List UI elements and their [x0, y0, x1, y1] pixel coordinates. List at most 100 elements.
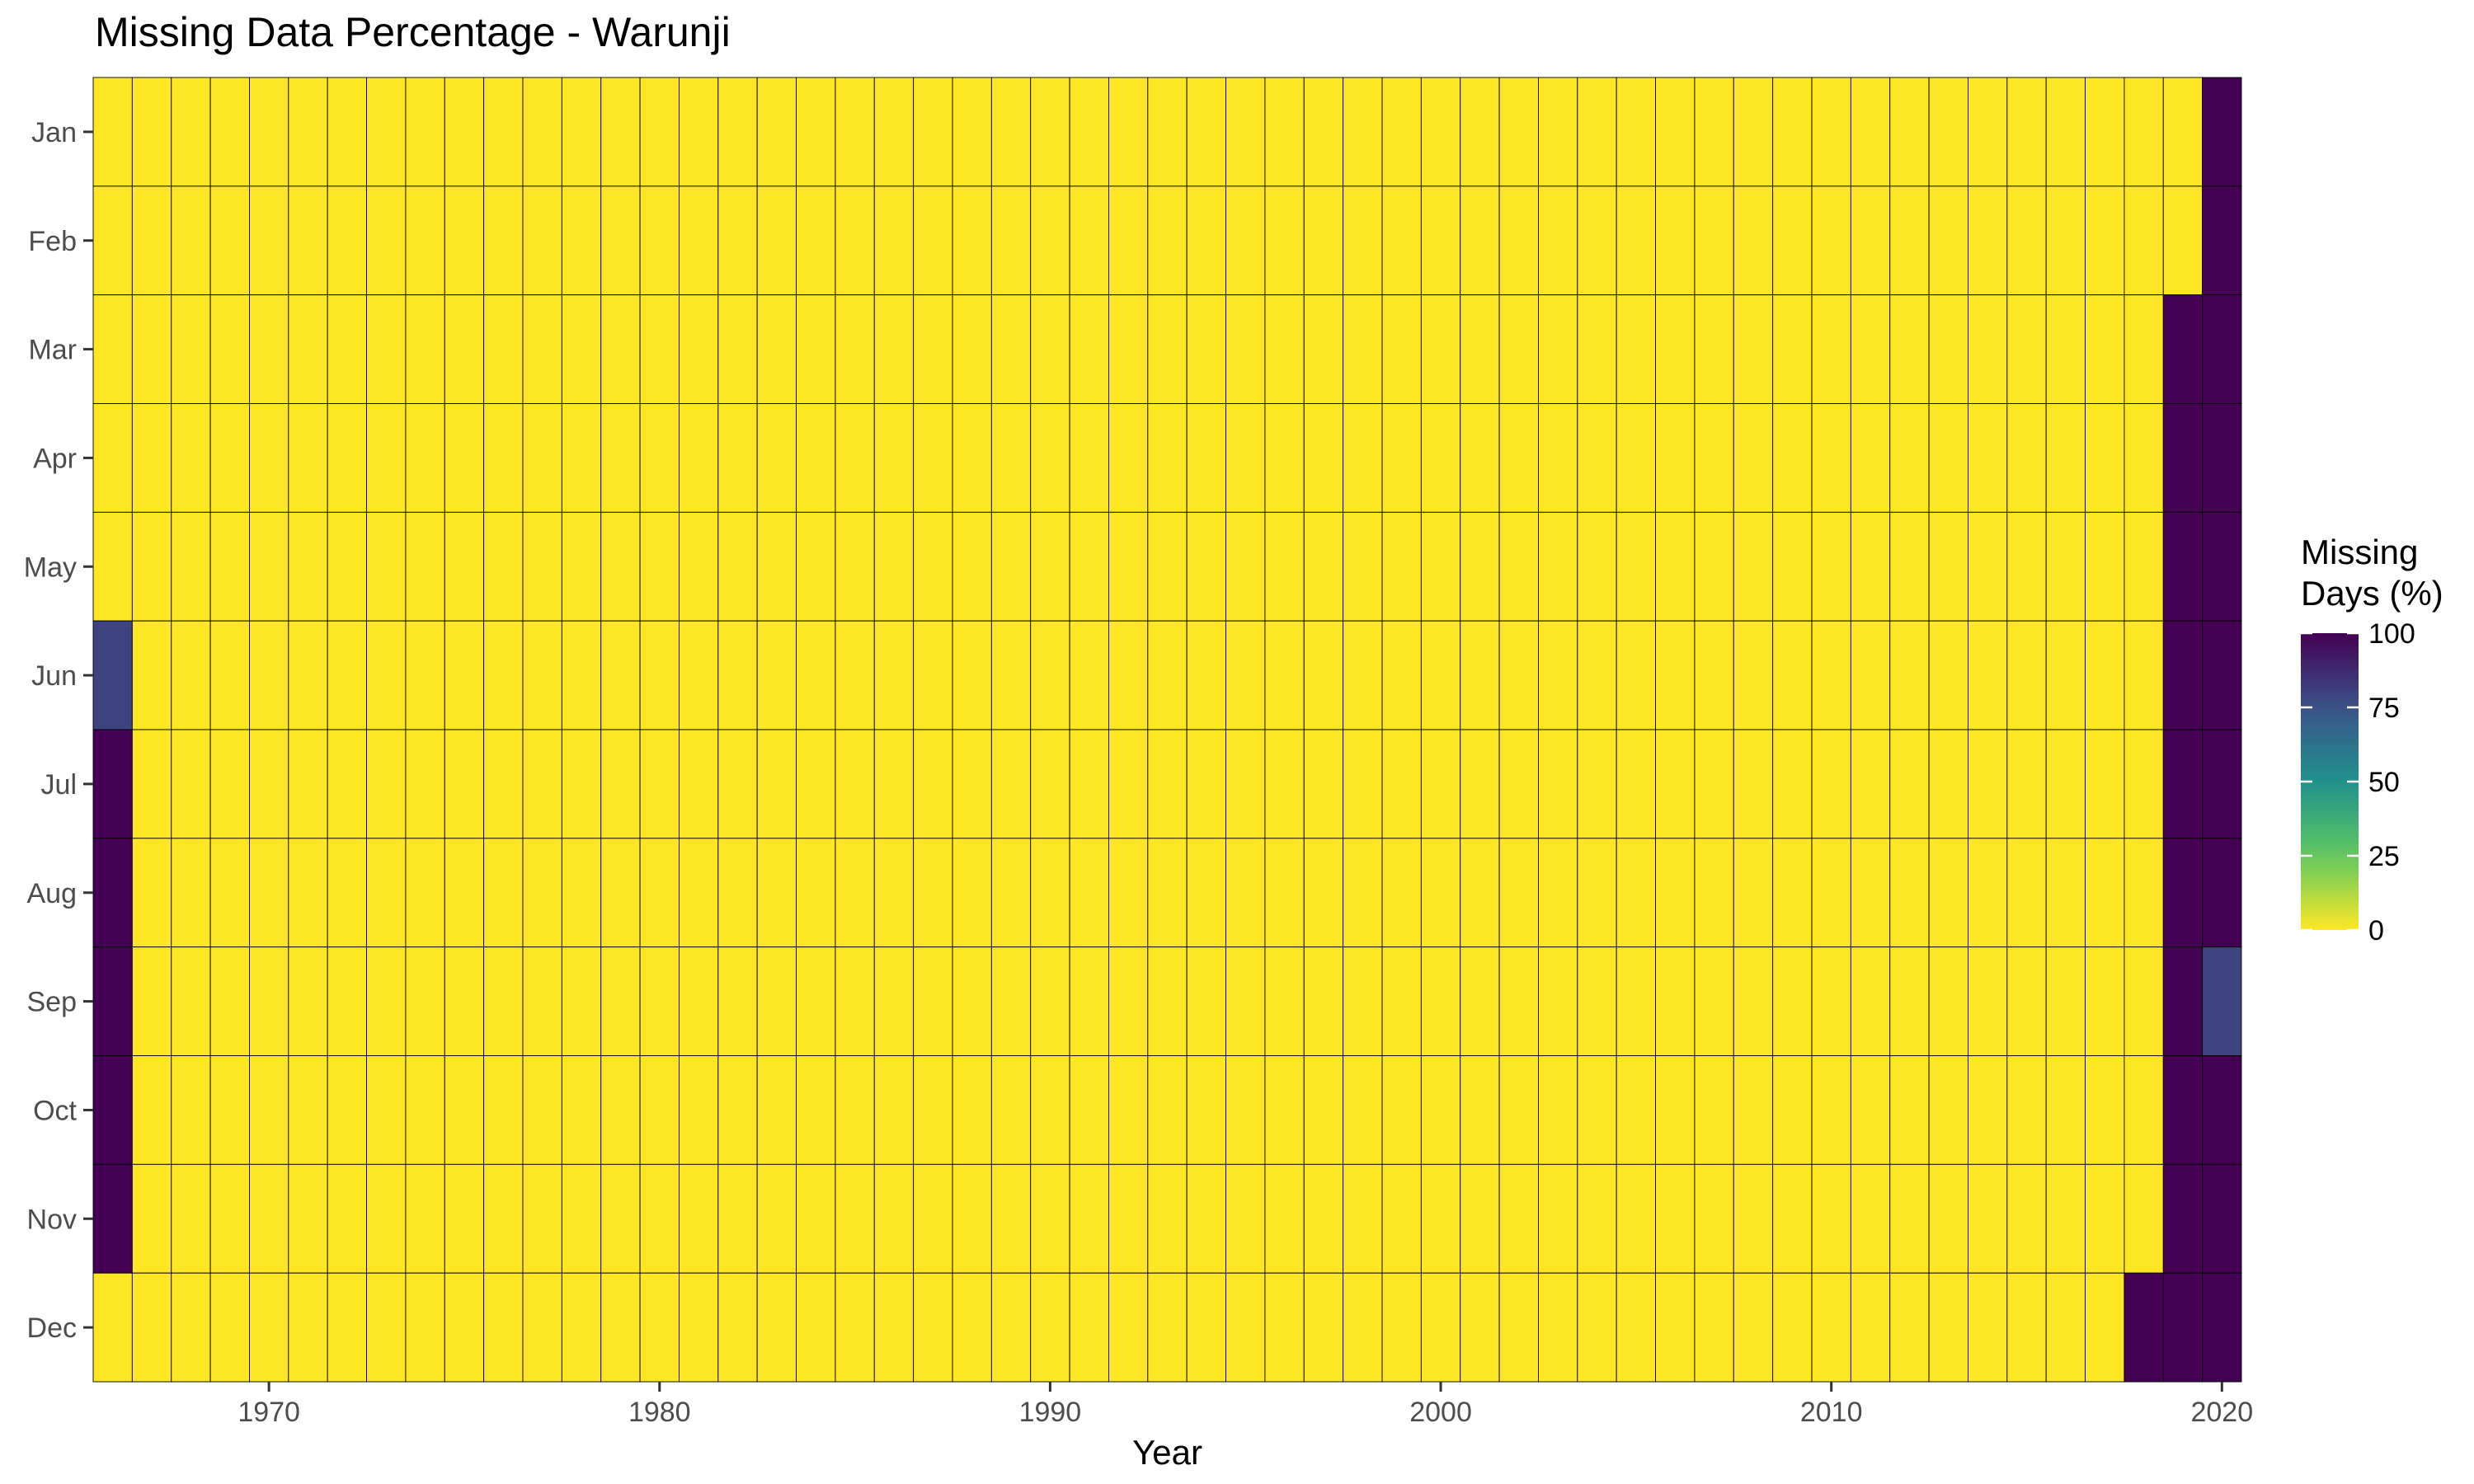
heatmap-cell: [444, 1163, 485, 1274]
heatmap-cell: [1850, 838, 1891, 948]
heatmap-cell: [444, 729, 485, 839]
heatmap-cell: [1108, 1055, 1149, 1165]
heatmap-cell: [1694, 403, 1734, 513]
heatmap-cell: [1186, 946, 1226, 1056]
heatmap-cell: [1811, 1055, 1851, 1165]
heatmap-cell: [1225, 1055, 1266, 1165]
heatmap-cell: [405, 1055, 445, 1165]
heatmap-cell: [561, 77, 602, 187]
heatmap-cell: [561, 1055, 602, 1165]
heatmap-cell: [1577, 1055, 1617, 1165]
heatmap-cell: [1811, 77, 1851, 187]
heatmap-cell: [1498, 620, 1539, 730]
heatmap-cell: [92, 294, 133, 404]
heatmap-cell: [1655, 294, 1696, 404]
heatmap-cell: [561, 511, 602, 622]
heatmap-cell: [249, 511, 289, 622]
heatmap-cell: [1069, 729, 1109, 839]
heatmap-cell: [639, 620, 680, 730]
heatmap-cell: [600, 1163, 641, 1274]
heatmap-cell: [288, 403, 328, 513]
heatmap-cell: [913, 1272, 953, 1383]
heatmap-cell: [1460, 1272, 1500, 1383]
heatmap-cell: [1850, 1055, 1891, 1165]
heatmap-cell: [1733, 620, 1774, 730]
heatmap-cell: [2085, 1272, 2125, 1383]
heatmap-cell: [1108, 1272, 1149, 1383]
heatmap-cell: [2202, 838, 2242, 948]
heatmap-cell: [1186, 1272, 1226, 1383]
heatmap-cell: [1069, 294, 1109, 404]
heatmap-cell: [639, 1055, 680, 1165]
heatmap-cell: [2045, 729, 2086, 839]
heatmap-cell: [2202, 186, 2242, 296]
heatmap-cell: [288, 186, 328, 296]
heatmap-cell: [1186, 294, 1226, 404]
y-axis: Jan Feb Mar Apr May Jun Jul Aug Sep Oct Nov Dec: [24, 117, 93, 1344]
heatmap-cell: [1889, 403, 1930, 513]
heatmap-cell: [1616, 838, 1656, 948]
heatmap-cell: [1030, 294, 1070, 404]
heatmap-cell: [1225, 294, 1266, 404]
heatmap-cell: [1108, 946, 1149, 1056]
heatmap-cell: [1264, 403, 1305, 513]
heatmap-cell: [1928, 1272, 1968, 1383]
heatmap-cell: [131, 1272, 172, 1383]
heatmap-cell: [1772, 1272, 1813, 1383]
heatmap-cell: [288, 946, 328, 1056]
heatmap-cell: [1381, 729, 1422, 839]
heatmap-cell: [2006, 838, 2047, 948]
heatmap-cell: [522, 1055, 562, 1165]
heatmap-cell: [366, 294, 407, 404]
heatmap-cell: [561, 1163, 602, 1274]
heatmap-cell: [1381, 1163, 1422, 1274]
heatmap-cell: [1030, 511, 1070, 622]
heatmap-cell: [717, 838, 758, 948]
heatmap-cell: [913, 186, 953, 296]
heatmap-cell: [2162, 729, 2204, 839]
heatmap-cell: [1264, 1055, 1305, 1165]
heatmap-cell: [1498, 729, 1539, 839]
heatmap-cell: [1498, 1163, 1539, 1274]
heatmap-cell: [873, 294, 915, 404]
heatmap-cell: [913, 620, 953, 730]
heatmap-cell: [952, 186, 992, 296]
heatmap-cell: [1108, 77, 1149, 187]
heatmap-cell: [600, 838, 641, 948]
heatmap-cell: [483, 946, 524, 1056]
heatmap-cell: [249, 946, 289, 1056]
heatmap-cell: [288, 620, 328, 730]
heatmap-cell: [327, 294, 367, 404]
heatmap-cell: [796, 1163, 836, 1274]
heatmap-cell: [131, 946, 172, 1056]
heatmap-cell: [366, 186, 407, 296]
heatmap-cell: [1460, 729, 1500, 839]
heatmap-cell: [92, 729, 133, 839]
heatmap-cell: [2045, 838, 2086, 948]
heatmap-cell: [952, 511, 992, 622]
heatmap-cell: [131, 1055, 172, 1165]
heatmap-cell: [92, 186, 133, 296]
heatmap-cell: [639, 838, 680, 948]
heatmap-cell: [171, 294, 211, 404]
heatmap-cell: [1069, 1163, 1109, 1274]
heatmap-cell: [1186, 729, 1226, 839]
heatmap-cell: [1889, 77, 1930, 187]
heatmap-cell: [1498, 294, 1539, 404]
heatmap-cell: [600, 77, 641, 187]
heatmap-cell: [873, 77, 915, 187]
heatmap-cell: [1147, 403, 1188, 513]
heatmap-cell: [1186, 186, 1226, 296]
heatmap-cell: [1303, 946, 1344, 1056]
heatmap-cell: [2202, 1055, 2242, 1165]
heatmap-cell: [1733, 729, 1774, 839]
heatmap-cell: [2085, 1163, 2125, 1274]
heatmap-cell: [2162, 1272, 2204, 1383]
heatmap-cell: [1733, 403, 1774, 513]
heatmap-cell: [1850, 511, 1891, 622]
heatmap-cell: [679, 1163, 719, 1274]
heatmap-cell: [522, 838, 562, 948]
heatmap-cell: [405, 186, 445, 296]
heatmap-cell: [288, 1163, 328, 1274]
heatmap-cell: [327, 1163, 367, 1274]
